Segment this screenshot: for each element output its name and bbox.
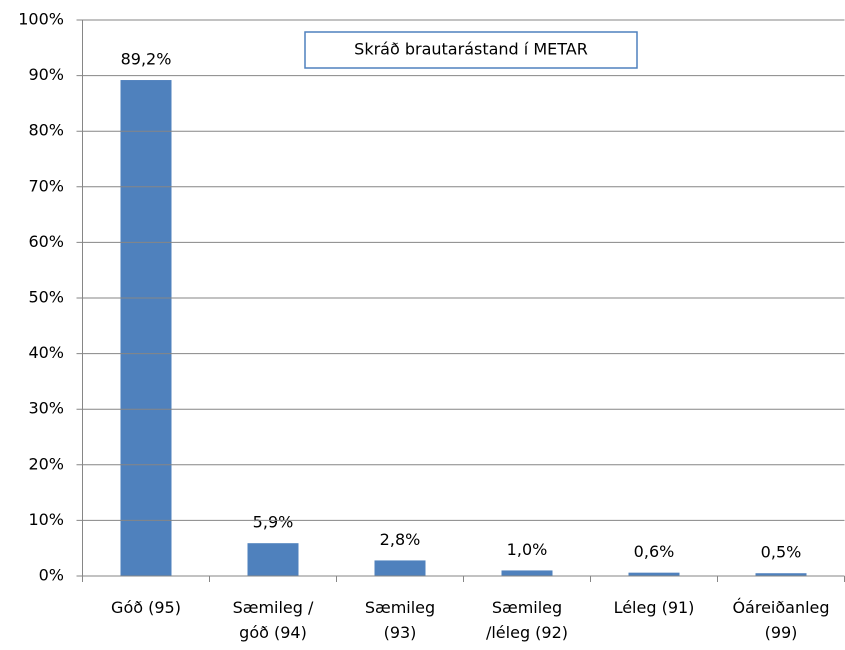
bar bbox=[120, 80, 172, 576]
y-tick-label: 30% bbox=[28, 399, 64, 418]
value-label: 89,2% bbox=[121, 50, 172, 69]
x-tick-label: Sæmileg / góð (94) bbox=[233, 598, 314, 642]
y-tick-label: 50% bbox=[28, 288, 64, 307]
bar bbox=[501, 570, 553, 576]
y-tick-label: 70% bbox=[28, 176, 64, 195]
y-tick-label: 20% bbox=[28, 454, 64, 473]
title-box bbox=[304, 31, 638, 69]
y-tick-label: 40% bbox=[28, 343, 64, 362]
x-tick-label: Sæmileg/léleg (92) bbox=[486, 598, 568, 642]
bar bbox=[374, 560, 426, 576]
value-label: 2,8% bbox=[380, 530, 421, 549]
y-tick-label: 80% bbox=[28, 121, 64, 140]
y-tick-label: 0% bbox=[39, 566, 64, 585]
y-tick-label: 100% bbox=[18, 10, 64, 29]
value-label: 0,6% bbox=[634, 542, 675, 561]
y-tick-label: 90% bbox=[28, 65, 64, 84]
value-label: 5,9% bbox=[253, 513, 294, 532]
bar bbox=[247, 543, 299, 576]
x-tick-label: Góð (95) bbox=[111, 598, 181, 617]
y-tick-label: 60% bbox=[28, 232, 64, 251]
value-label: 1,0% bbox=[507, 540, 548, 559]
x-tick-label: Sæmileg (93) bbox=[365, 598, 435, 642]
bar bbox=[628, 572, 680, 576]
value-label: 0,5% bbox=[761, 543, 802, 562]
x-tick-label: Óáreiðanleg (99) bbox=[732, 598, 829, 642]
bar bbox=[755, 573, 807, 576]
x-tick-label: Léleg (91) bbox=[614, 598, 695, 617]
y-tick-label: 10% bbox=[28, 510, 64, 529]
chart-title: Skráð brautarástand í METAR bbox=[354, 40, 588, 59]
